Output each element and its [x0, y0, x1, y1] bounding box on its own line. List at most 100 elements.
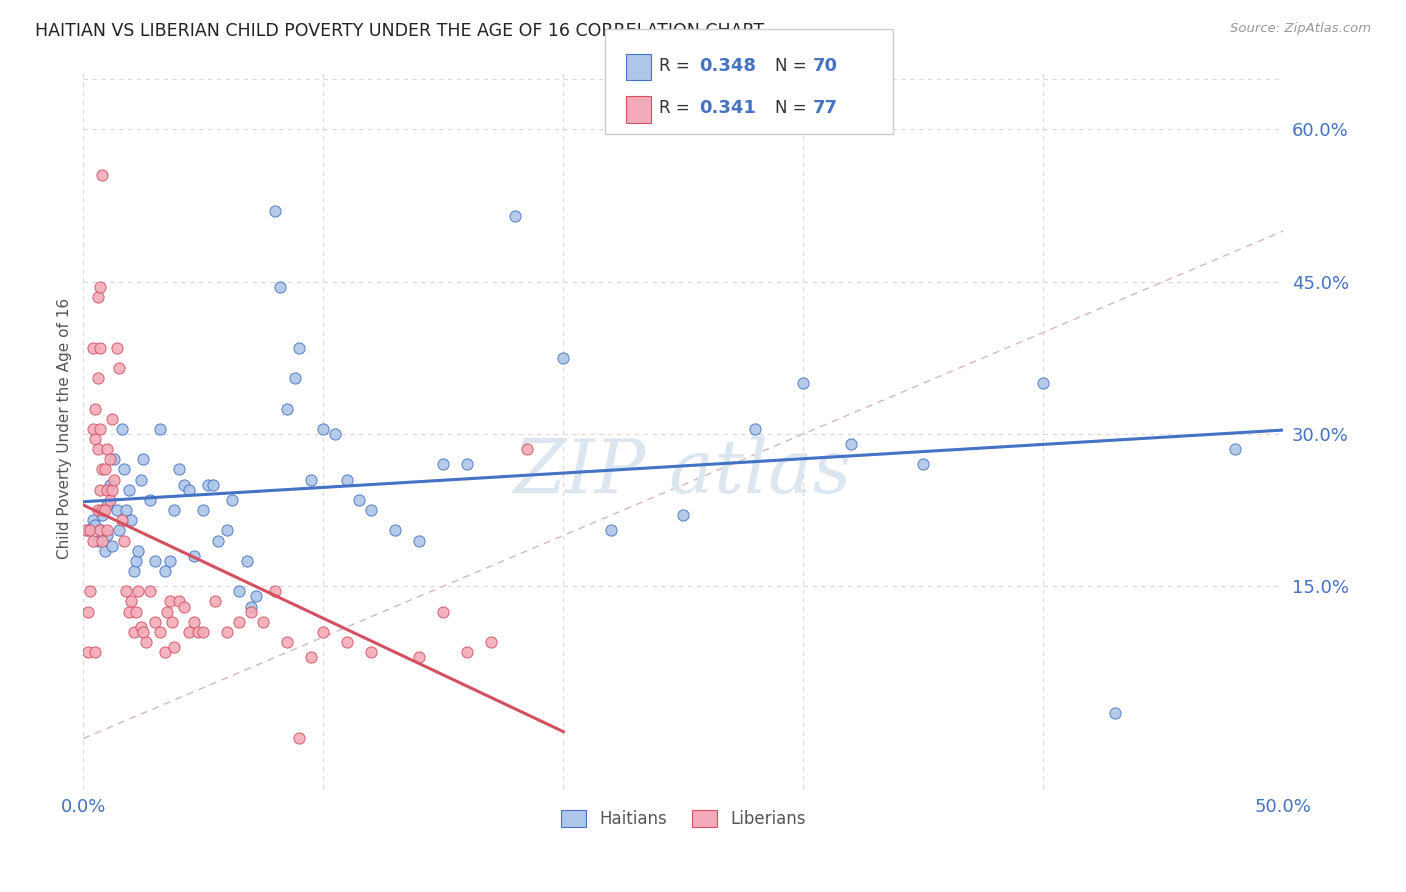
Point [77, 524, 100, 538]
Point [149, 624, 172, 639]
Point [360, 645, 382, 659]
Point [841, 437, 863, 451]
Point [323, 426, 346, 441]
Point [672, 508, 695, 523]
Point [456, 458, 478, 472]
Point [360, 503, 382, 517]
Text: HAITIAN VS LIBERIAN CHILD POVERTY UNDER THE AGE OF 16 CORRELATION CHART: HAITIAN VS LIBERIAN CHILD POVERTY UNDER … [35, 22, 765, 40]
Point [193, 503, 215, 517]
Point [349, 492, 371, 507]
Text: N =: N = [775, 99, 811, 118]
Point [384, 524, 406, 538]
Point [82, 341, 104, 355]
Point [129, 473, 152, 487]
Point [143, 554, 166, 568]
Point [101, 483, 124, 497]
Point [169, 594, 191, 608]
Point [252, 615, 274, 629]
Point [269, 279, 291, 293]
Point [98, 492, 121, 507]
Point [173, 599, 195, 614]
Point [98, 452, 121, 467]
Point [299, 473, 322, 487]
Point [112, 462, 135, 476]
Point [228, 584, 250, 599]
Point [505, 209, 527, 223]
Point [82, 422, 104, 436]
Point [112, 533, 135, 548]
Point [156, 605, 179, 619]
Point [432, 458, 454, 472]
Point [125, 605, 148, 619]
Point [125, 554, 148, 568]
Y-axis label: Child Poverty Under the Age of 16: Child Poverty Under the Age of 16 [58, 298, 72, 559]
Point [96, 498, 118, 512]
Point [153, 564, 176, 578]
Point [120, 513, 142, 527]
Point [177, 483, 200, 497]
Text: N =: N = [775, 57, 811, 75]
Point [217, 624, 239, 639]
Point [245, 590, 267, 604]
Point [82, 513, 104, 527]
Point [84, 645, 107, 659]
Text: 0.348: 0.348 [699, 57, 756, 75]
Point [122, 564, 145, 578]
Point [163, 640, 186, 654]
Point [91, 533, 114, 548]
Point [600, 524, 623, 538]
Point [276, 401, 298, 416]
Point [91, 168, 114, 182]
Point [84, 432, 107, 446]
Point [299, 650, 322, 665]
Text: ZIP atlas: ZIP atlas [515, 436, 852, 508]
Point [187, 624, 209, 639]
Point [336, 635, 359, 649]
Point [516, 442, 538, 457]
Point [193, 624, 215, 639]
Point [553, 351, 575, 365]
Point [135, 635, 157, 649]
Point [118, 483, 141, 497]
Point [197, 477, 219, 491]
Point [149, 422, 172, 436]
Point [77, 605, 100, 619]
Point [1225, 442, 1247, 457]
Point [479, 635, 502, 649]
Point [264, 584, 287, 599]
Point [163, 503, 186, 517]
Point [91, 503, 114, 517]
Point [1032, 376, 1054, 391]
Point [111, 422, 134, 436]
Point [228, 615, 250, 629]
Point [86, 290, 108, 304]
Point [221, 492, 243, 507]
Point [128, 584, 150, 599]
Point [160, 615, 183, 629]
Point [108, 524, 131, 538]
Point [94, 462, 117, 476]
Point [103, 473, 125, 487]
Point [98, 477, 121, 491]
Point [101, 539, 124, 553]
Text: Source: ZipAtlas.com: Source: ZipAtlas.com [1230, 22, 1371, 36]
Point [105, 341, 128, 355]
Point [108, 361, 131, 376]
Point [312, 422, 335, 436]
Point [75, 524, 97, 538]
Point [94, 503, 117, 517]
Point [86, 442, 108, 457]
Point [264, 203, 287, 218]
Point [129, 620, 152, 634]
Text: R =: R = [659, 99, 696, 118]
Point [240, 599, 263, 614]
Point [111, 513, 134, 527]
Point [204, 594, 226, 608]
Point [91, 508, 114, 523]
Point [912, 458, 935, 472]
Point [132, 452, 155, 467]
Point [128, 543, 150, 558]
Point [456, 645, 478, 659]
Point [89, 483, 111, 497]
Point [101, 411, 124, 425]
